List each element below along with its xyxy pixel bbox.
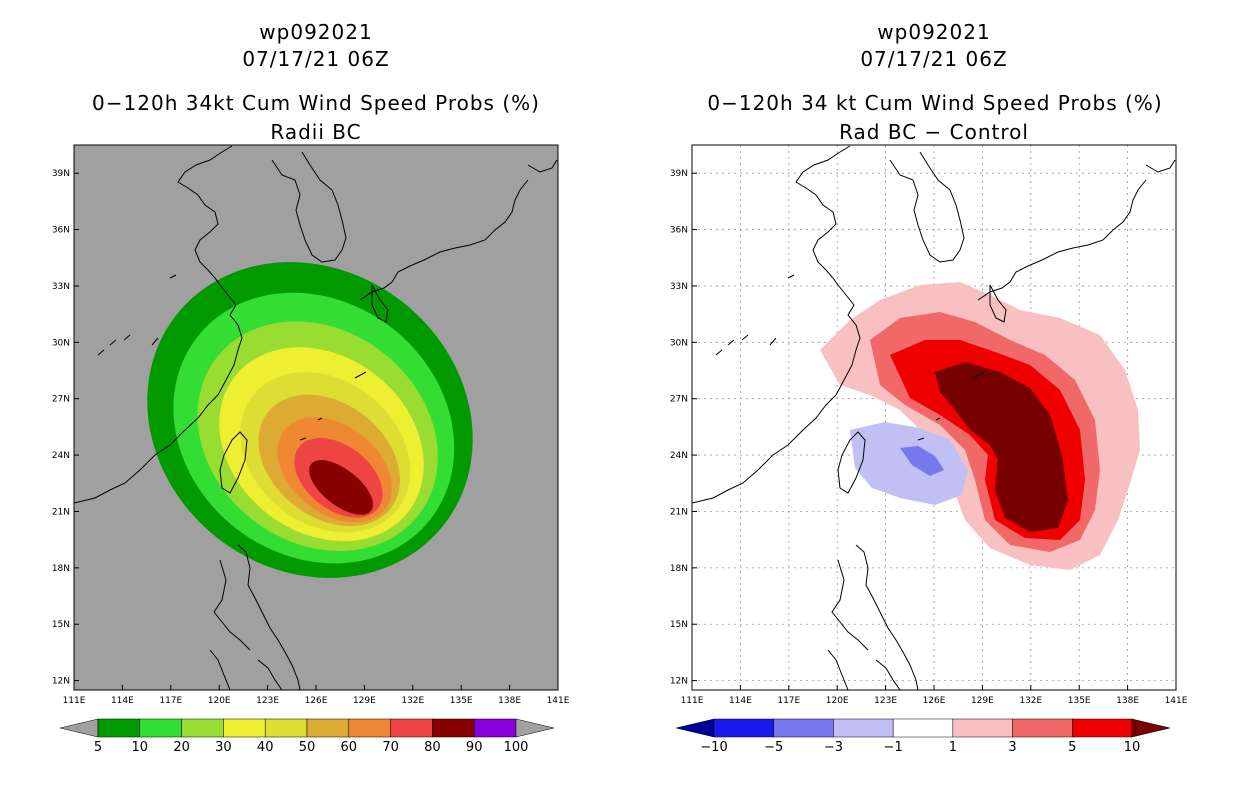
colorbar-swatch [892, 718, 954, 738]
colorbar-swatch [1072, 718, 1133, 738]
right-colorbar: −10 −5 −3 −1 1 3 5 10 [675, 718, 1171, 755]
lat-label: 24N [670, 451, 688, 461]
colorbar-label: 3 [1008, 740, 1016, 755]
lon-label: 120E [826, 696, 849, 706]
lon-label: 123E [874, 696, 897, 706]
lon-label: 126E [305, 696, 328, 706]
lat-label: 36N [52, 226, 70, 236]
colorbar-label: 5 [1068, 740, 1076, 755]
lon-label: 129E [353, 696, 376, 706]
lat-label: 33N [670, 282, 688, 292]
colorbar-label: 70 [382, 740, 399, 755]
colorbar-label: 30 [215, 740, 232, 755]
colorbar-label: 1 [949, 740, 957, 755]
lon-label: 111E [63, 696, 86, 706]
left-title-sub: Radii BC [270, 120, 362, 144]
lon-label: 132E [1019, 696, 1042, 706]
lat-label: 39N [670, 169, 688, 179]
lat-label: 15N [670, 620, 688, 630]
colorbar-swatch [306, 718, 350, 738]
lon-label: 117E [777, 696, 800, 706]
colorbar-swatch [264, 718, 308, 738]
lat-label: 30N [670, 338, 688, 348]
colorbar-swatch [1131, 718, 1171, 738]
colorbar-swatch [139, 718, 182, 738]
lon-label: 123E [256, 696, 279, 706]
colorbar-swatch [833, 718, 894, 738]
colorbar-swatch [181, 718, 224, 738]
lon-label: 114E [111, 696, 134, 706]
lat-label: 12N [670, 677, 688, 687]
colorbar-label: −5 [764, 740, 783, 755]
right-title-sub: Rad BC − Control [839, 120, 1029, 144]
lat-label: 18N [52, 564, 70, 574]
lon-label: 135E [450, 696, 473, 706]
lat-label: 33N [52, 282, 70, 292]
colorbar-swatch [390, 718, 433, 738]
colorbar-swatch [1012, 718, 1073, 738]
colorbar-label: 20 [173, 740, 190, 755]
colorbar-label: 10 [1124, 740, 1141, 755]
left-title-storm: wp092021 [259, 20, 373, 44]
lat-label: 27N [670, 395, 688, 405]
colorbar-swatch [348, 718, 391, 738]
lon-label: 138E [498, 696, 521, 706]
colorbar-swatch [473, 718, 517, 738]
colorbar-swatch [97, 718, 141, 738]
lat-label: 39N [52, 169, 70, 179]
lon-label: 141E [547, 696, 570, 706]
colorbar-label: 100 [504, 740, 529, 755]
lon-label: 126E [923, 696, 946, 706]
right-title-storm: wp092021 [877, 20, 991, 44]
left-title-main: 0−120h 34kt Cum Wind Speed Probs (%) [92, 91, 540, 115]
left-map-chart: 39N 36N 33N 30N 27N 24N 21N 18N 15N 12N 111E 114E 11… [52, 144, 570, 755]
lon-label: 114E [729, 696, 752, 706]
lon-label: 141E [1165, 696, 1188, 706]
colorbar-label: 90 [466, 740, 483, 755]
colorbar-swatch [952, 718, 1013, 738]
colorbar-swatch [432, 718, 475, 738]
colorbar-swatch [713, 718, 774, 738]
lat-label: 36N [670, 226, 688, 236]
colorbar-label: 80 [424, 740, 441, 755]
lat-label: 21N [52, 507, 70, 517]
colorbar-label: −3 [824, 740, 843, 755]
colorbar-swatch [59, 718, 99, 738]
lat-label: 24N [52, 451, 70, 461]
colorbar-label: 5 [94, 740, 102, 755]
colorbar-label: 10 [132, 740, 149, 755]
lat-label: 12N [52, 677, 70, 687]
lon-label: 120E [208, 696, 231, 706]
colorbar-swatch [675, 718, 715, 738]
lon-label: 138E [1116, 696, 1139, 706]
colorbar-label: 40 [257, 740, 274, 755]
colorbar-label: 50 [299, 740, 316, 755]
lat-label: 18N [670, 564, 688, 574]
lon-label: 135E [1068, 696, 1091, 706]
colorbar-swatch [515, 718, 555, 738]
right-title-date: 07/17/21 06Z [860, 47, 1008, 71]
left-title-date: 07/17/21 06Z [242, 47, 390, 71]
colorbar-label: −1 [884, 740, 903, 755]
left-colorbar: 5 10 20 30 40 50 60 70 80 90 100 [59, 718, 555, 755]
lon-label: 132E [401, 696, 424, 706]
lat-label: 27N [52, 395, 70, 405]
lat-label: 21N [670, 507, 688, 517]
lon-label: 117E [159, 696, 182, 706]
lat-label: 15N [52, 620, 70, 630]
colorbar-swatch [223, 718, 266, 738]
right-title-main: 0−120h 34 kt Cum Wind Speed Probs (%) [707, 91, 1163, 115]
colorbar-label: 60 [341, 740, 358, 755]
lon-label: 129E [971, 696, 994, 706]
colorbar-label: −10 [700, 740, 727, 755]
lat-label: 30N [52, 338, 70, 348]
colorbar-swatch [773, 718, 834, 738]
lon-label: 111E [681, 696, 704, 706]
